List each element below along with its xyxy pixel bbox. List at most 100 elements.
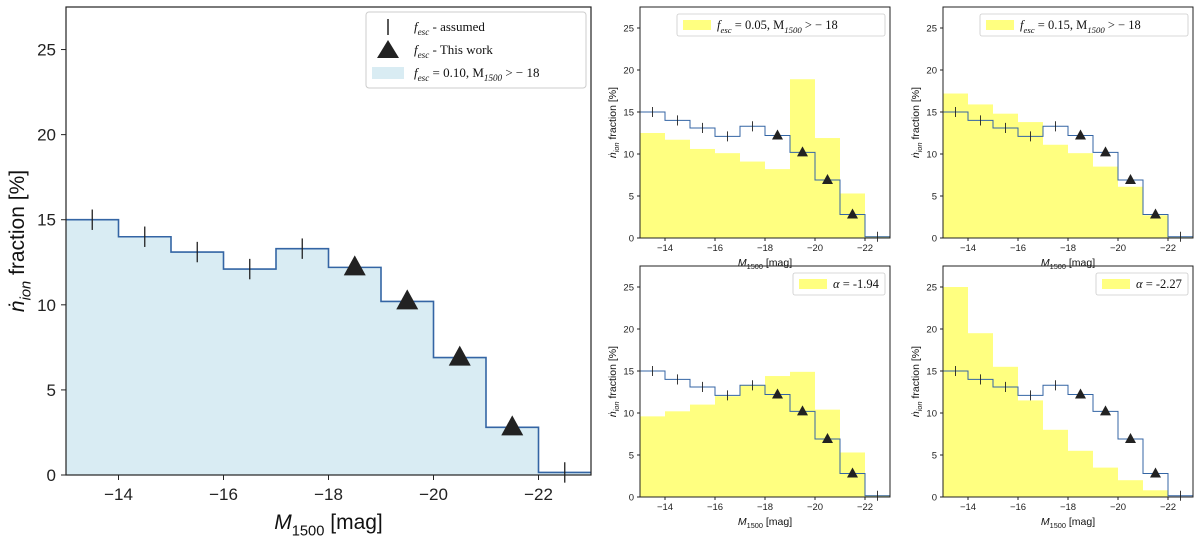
comparison-bar [1118,186,1143,238]
legend-text-part: f [1020,18,1025,32]
legend-box [676,13,886,37]
fraction-bar [381,301,434,475]
fraction-bar [276,248,329,475]
y-tick-label: 15 [37,211,56,230]
legend-text-part: = -2.27 [1143,277,1182,291]
y-tick-label: 15 [623,366,634,377]
y-axis-label-part: ion [18,281,34,301]
comparison-bar [1118,480,1143,497]
legend-text-part: = 0.10, M [429,65,484,80]
legend-patch-symbol [683,20,711,30]
legend-text-part: 1500 [784,25,802,35]
x-axis-label-part: [mag] [763,516,792,528]
comparison-bar [993,113,1018,238]
y-tick-label: 10 [623,149,634,160]
x-axis-label-part: 1500 [747,521,763,530]
y-tick-label: 10 [623,408,634,419]
comparison-bar [1143,490,1168,497]
comparison-bar [1043,144,1068,238]
y-tick-label: 10 [37,296,56,315]
comparison-bar [815,409,840,497]
step-line [66,218,591,474]
y-axis-label-part: ṅ [607,411,619,417]
comparison-bar [968,333,993,497]
y-tick-label: 20 [37,126,56,145]
legend-text-part: 1500 [484,73,503,83]
y-tick-label: 15 [623,107,634,118]
y-tick-label: 10 [926,149,937,160]
y-tick-label: 25 [926,282,937,293]
measured-triangle-marker [1125,174,1136,185]
comparison-bar [665,411,690,497]
comparison-bar [740,385,765,497]
y-tick-label: 25 [623,282,634,293]
measured-triangle-marker [1075,388,1086,399]
measured-triangle-marker [1150,467,1161,478]
legend-text-part: - assumed [429,19,485,34]
comparison-bar [815,138,840,238]
legend-entry-label: α = -1.94 [833,277,880,291]
legend-patch-symbol [372,67,404,79]
y-tick-label: 5 [932,191,937,202]
x-tick-label: −20 [807,502,823,513]
x-axis-label-part: [mag] [1066,516,1095,528]
legend-box [979,13,1189,37]
y-tick-label: 5 [629,191,634,202]
legend-text-part: α [1136,277,1143,291]
comparison-bar [943,93,968,239]
legend-patch-symbol [986,20,1014,30]
y-axis-label: ṅion fraction [%] [910,346,924,417]
fraction-bar [328,267,382,475]
x-tick-label: −22 [1160,243,1176,254]
fraction-bar [118,236,172,475]
x-tick-label: −22 [1160,502,1176,513]
comparison-bar [1143,215,1168,238]
legend-text-part: esc [418,27,430,37]
measured-triangle-marker [797,405,808,416]
x-tick-label: −18 [1060,502,1076,513]
comparison-bar [715,396,740,497]
x-tick-label: −16 [209,485,238,504]
x-tick-label: −16 [1010,243,1026,254]
x-tick-label: −14 [657,243,673,254]
x-axis-label-part: M [274,511,292,534]
comparison-bar [1043,429,1068,497]
measured-triangle-marker [772,129,783,140]
x-tick-label: −14 [104,485,133,504]
measured-triangle-marker [1125,433,1136,444]
y-axis-label-part: fraction [%] [6,170,29,281]
x-axis-label: M1500 [mag] [738,257,792,271]
y-tick-label: 25 [926,23,937,34]
y-axis-label-part: fraction [%] [607,87,619,143]
y-axis-label-part: fraction [%] [607,346,619,402]
y-tick-label: 20 [623,65,634,76]
y-axis-label-part: ṅ [6,300,29,312]
x-tick-label: −14 [657,502,673,513]
x-tick-label: −16 [707,243,723,254]
x-tick-label: −20 [807,243,823,254]
legend-entry-label: fesc = 0.15, M1500 > − 18 [1020,18,1141,35]
measured-triangle-marker [847,467,858,478]
comparison-bar [790,371,815,497]
legend-text-part: esc [1023,25,1034,35]
measured-triangle-marker [1150,208,1161,219]
comparison-bar [1093,467,1118,497]
comparison-bar [690,404,715,497]
fraction-bar [433,357,487,475]
y-axis-label-part: ion [612,401,621,411]
legend-text-part: f [414,19,420,34]
x-axis-label-part: [mag] [324,511,382,534]
comparison-bar [740,161,765,238]
y-tick-label: 0 [932,233,937,244]
x-tick-label: −14 [960,243,976,254]
legend-entry-label: fesc = 0.10, M1500 > − 18 [414,65,540,83]
x-axis-label: M1500 [mag] [1041,257,1095,271]
y-axis-label-part: fraction [%] [910,87,922,143]
comparison-bar [765,169,790,238]
comparison-bar [690,148,715,238]
y-axis-label: ṅion fraction [%] [6,170,34,312]
legend-text-part: 1500 [1087,25,1105,35]
y-tick-label: 25 [623,23,634,34]
